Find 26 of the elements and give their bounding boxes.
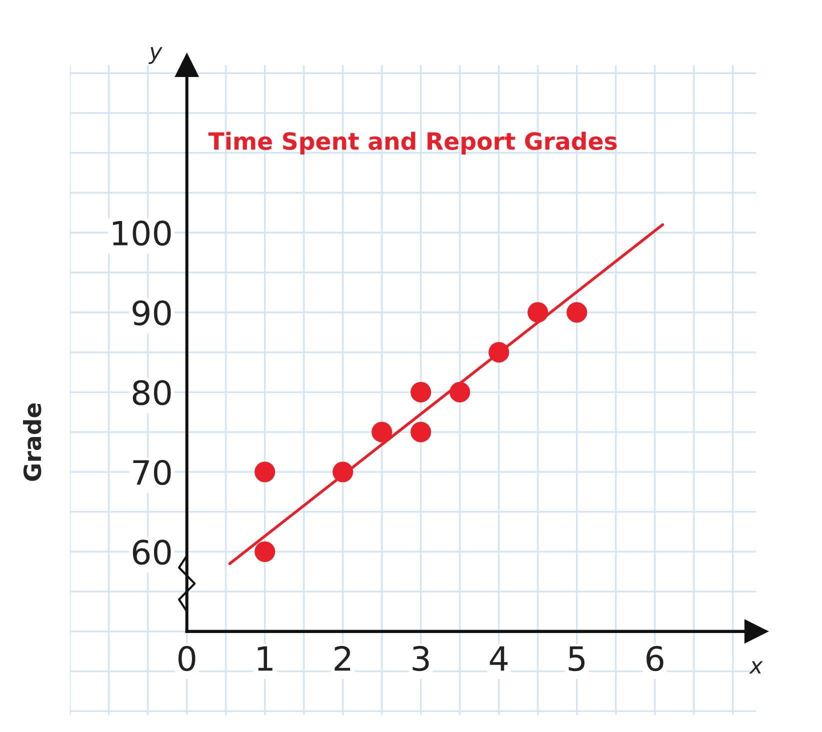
x-tick-label: 6 (646, 646, 664, 672)
y-tick-label: 60 (132, 540, 171, 565)
x-tick-label: 2 (334, 646, 350, 671)
y-tick-label: 80 (132, 380, 171, 406)
point (372, 422, 392, 442)
x-tick-label: 4 (490, 646, 508, 671)
text: y (148, 47, 162, 64)
point (566, 302, 588, 323)
point (410, 422, 432, 442)
y-axis-title: Grade (22, 403, 42, 481)
point (488, 342, 510, 363)
point (332, 462, 354, 482)
y-tick-label: 90 (132, 300, 171, 326)
x-tick-label: 5 (568, 646, 585, 672)
y-tick-label: 100 (113, 220, 171, 246)
x-tick-label: 3 (412, 646, 429, 672)
x-tick-label: 1 (258, 646, 272, 671)
y-tick-label: 70 (133, 460, 171, 486)
point (410, 382, 432, 402)
point (450, 382, 470, 402)
point (254, 462, 276, 482)
text: Time Spent and Report Grades (208, 132, 617, 155)
annotation: x (749, 661, 763, 674)
point (254, 541, 276, 562)
point (528, 302, 548, 323)
x-tick-label: 0 (178, 646, 196, 672)
